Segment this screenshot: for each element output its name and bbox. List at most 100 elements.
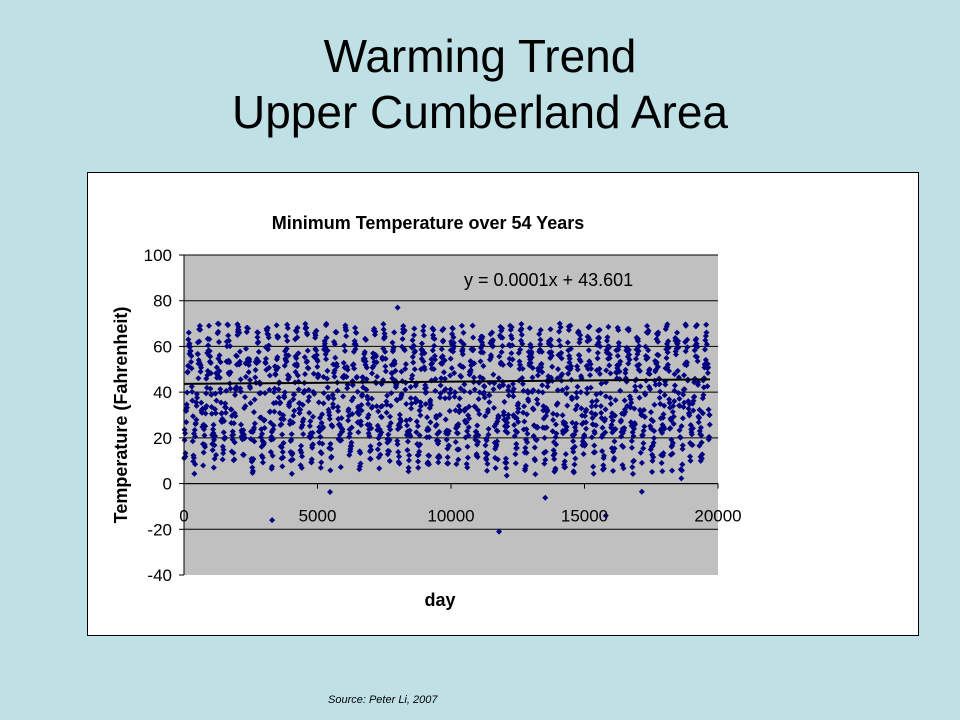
data-point bbox=[671, 398, 678, 405]
y-axis-title: Temperature (Fahrenheit) bbox=[111, 307, 131, 524]
data-point bbox=[275, 333, 282, 340]
data-point bbox=[606, 344, 613, 351]
data-point bbox=[456, 395, 463, 402]
data-point bbox=[184, 368, 191, 375]
data-point bbox=[498, 325, 505, 332]
data-point bbox=[237, 376, 244, 383]
data-point bbox=[273, 322, 280, 329]
data-point bbox=[553, 441, 560, 448]
data-point bbox=[437, 394, 444, 401]
data-point bbox=[581, 432, 588, 439]
data-point bbox=[279, 431, 286, 438]
data-point bbox=[675, 337, 682, 344]
data-point bbox=[222, 404, 229, 411]
data-point bbox=[243, 328, 250, 335]
data-point bbox=[685, 405, 692, 412]
data-point bbox=[327, 488, 334, 495]
data-point bbox=[357, 418, 364, 425]
data-point bbox=[208, 410, 215, 417]
data-point bbox=[509, 380, 516, 387]
data-point bbox=[660, 411, 667, 418]
data-point bbox=[426, 434, 433, 441]
data-point bbox=[455, 456, 462, 463]
data-point bbox=[668, 417, 675, 424]
data-point bbox=[401, 327, 408, 334]
data-point bbox=[280, 416, 287, 423]
data-point bbox=[640, 427, 647, 434]
data-point bbox=[587, 372, 594, 379]
data-point bbox=[189, 438, 196, 445]
data-point bbox=[574, 366, 581, 373]
data-point bbox=[633, 355, 640, 362]
data-point bbox=[702, 333, 709, 340]
data-point bbox=[537, 346, 544, 353]
data-point bbox=[453, 461, 460, 468]
data-point bbox=[609, 417, 616, 424]
data-point bbox=[430, 366, 437, 373]
data-point bbox=[509, 342, 516, 349]
data-point bbox=[483, 437, 490, 444]
data-point bbox=[455, 402, 462, 409]
data-point bbox=[528, 344, 535, 351]
data-point bbox=[220, 446, 227, 453]
data-point bbox=[684, 336, 691, 343]
data-point bbox=[597, 343, 604, 350]
data-point bbox=[401, 347, 408, 354]
data-point bbox=[630, 433, 637, 440]
data-point bbox=[363, 386, 370, 393]
data-point bbox=[551, 450, 558, 457]
data-point bbox=[404, 438, 411, 445]
data-point bbox=[600, 452, 607, 459]
data-point bbox=[224, 322, 231, 329]
data-point bbox=[309, 441, 316, 448]
data-point bbox=[249, 468, 256, 475]
data-point bbox=[397, 418, 404, 425]
data-point bbox=[470, 346, 477, 353]
data-point bbox=[266, 372, 273, 379]
data-point bbox=[520, 387, 527, 394]
data-point bbox=[432, 376, 439, 383]
data-point bbox=[350, 394, 357, 401]
data-point bbox=[272, 371, 279, 378]
data-point bbox=[410, 332, 417, 339]
data-point bbox=[321, 340, 328, 347]
data-point bbox=[324, 367, 331, 374]
data-point bbox=[352, 342, 359, 349]
data-point bbox=[684, 359, 691, 366]
data-point bbox=[297, 462, 304, 469]
data-point bbox=[641, 413, 648, 420]
y-tick-label: 40 bbox=[153, 383, 172, 402]
data-point bbox=[192, 461, 199, 468]
data-point bbox=[206, 347, 213, 354]
data-point bbox=[185, 329, 192, 336]
data-point bbox=[550, 439, 557, 446]
data-point bbox=[565, 370, 572, 377]
data-point bbox=[436, 454, 443, 461]
data-point bbox=[231, 456, 238, 463]
data-point bbox=[329, 423, 336, 430]
data-point bbox=[647, 386, 654, 393]
data-point bbox=[691, 347, 698, 354]
data-point bbox=[324, 347, 331, 354]
data-point bbox=[265, 342, 272, 349]
data-point bbox=[470, 374, 477, 381]
data-point bbox=[352, 346, 359, 353]
data-point bbox=[399, 335, 406, 342]
data-point bbox=[231, 410, 238, 417]
data-point bbox=[592, 402, 599, 409]
data-point bbox=[376, 441, 383, 448]
data-point bbox=[384, 392, 391, 399]
data-point bbox=[508, 350, 515, 357]
data-point bbox=[306, 422, 313, 429]
data-point bbox=[490, 371, 497, 378]
data-point bbox=[671, 371, 678, 378]
data-point bbox=[355, 405, 362, 412]
data-point bbox=[378, 429, 385, 436]
data-point bbox=[548, 349, 555, 356]
data-point bbox=[217, 359, 224, 366]
data-point bbox=[366, 433, 373, 440]
data-point bbox=[361, 349, 368, 356]
data-point bbox=[199, 409, 206, 416]
data-point bbox=[558, 349, 565, 356]
slide-title: Warming Trend Upper Cumberland Area bbox=[0, 28, 960, 140]
